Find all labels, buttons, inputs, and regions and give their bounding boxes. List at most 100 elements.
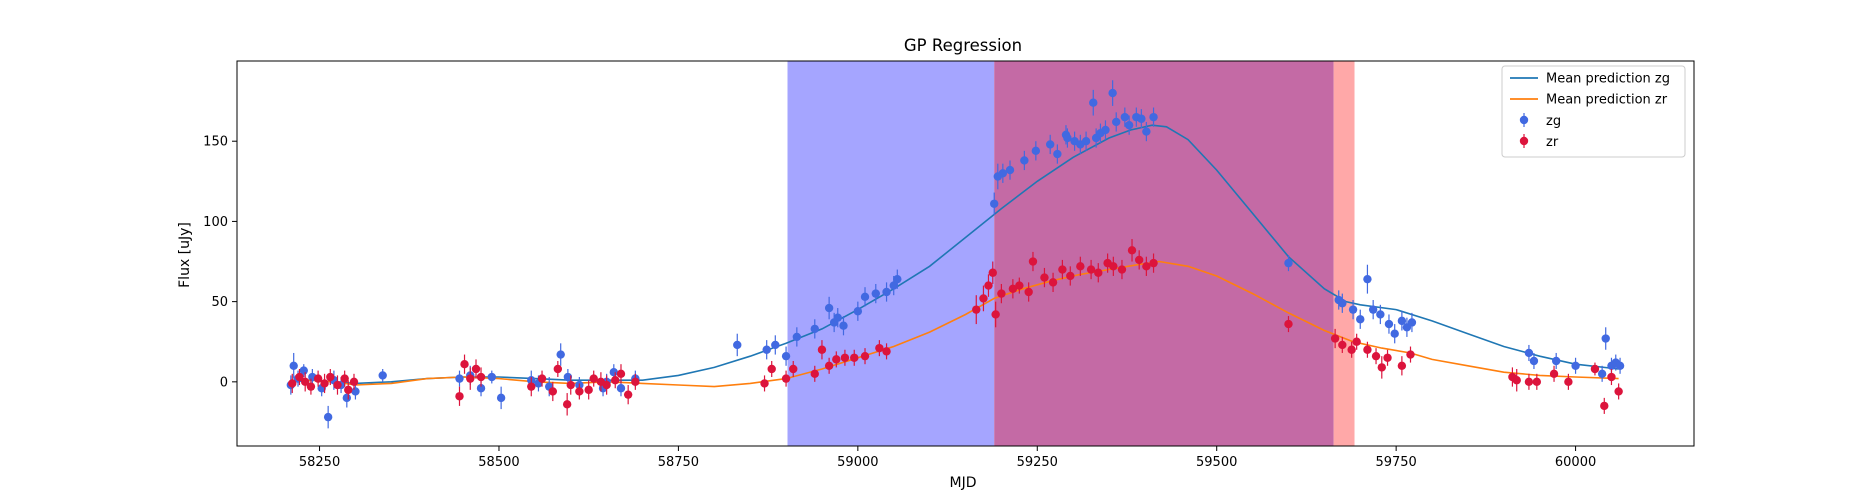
data-point-zr: [1614, 383, 1623, 400]
data-point-zr: [1127, 239, 1137, 262]
data-point-zr: [1564, 373, 1573, 390]
tick-marks: [232, 140, 1577, 451]
y-tick-label: 150: [203, 135, 228, 150]
legend: Mean prediction zg Mean prediction zr zg…: [1501, 65, 1686, 158]
data-point-zr: [476, 367, 486, 387]
data-point-zr: [767, 360, 776, 378]
point-marker: [850, 353, 859, 362]
data-point-zg: [1524, 344, 1534, 361]
point-marker: [584, 385, 593, 395]
data-point-zg: [853, 301, 863, 321]
data-point-zg: [1108, 80, 1117, 106]
point-marker: [1607, 372, 1616, 382]
x-axis-label: MJD: [950, 475, 977, 491]
point-marker: [1597, 369, 1607, 379]
data-point-zr: [810, 365, 819, 382]
data-point-zr: [562, 393, 572, 416]
data-point-zr: [760, 375, 769, 392]
point-marker: [882, 287, 891, 297]
point-marker: [562, 400, 572, 409]
point-marker: [860, 292, 870, 302]
data-point-zg: [792, 327, 802, 347]
point-marker: [832, 355, 841, 364]
data-point-zr: [1149, 253, 1158, 273]
data-point-zg: [1363, 264, 1372, 294]
point-marker: [1142, 262, 1151, 271]
point-marker: [537, 374, 547, 383]
x-tick-label: 59250: [1017, 455, 1058, 470]
y-tick-label: 100: [203, 215, 228, 230]
point-marker: [487, 372, 496, 382]
point-marker: [1031, 146, 1041, 156]
point-marker: [1524, 348, 1534, 358]
data-point-zr: [344, 380, 353, 400]
y-axis-label: Flux [uJy]: [177, 222, 193, 288]
point-marker: [563, 372, 573, 382]
legend-marker: [1519, 136, 1529, 146]
point-marker: [1081, 137, 1091, 146]
data-points: [286, 80, 1625, 429]
data-point-zg: [1338, 293, 1347, 313]
point-marker: [1368, 305, 1378, 314]
data-point-zg: [1356, 309, 1365, 329]
shaded-region-1: [994, 61, 1334, 446]
data-point-zg: [455, 370, 464, 387]
data-point-zg: [556, 343, 565, 366]
x-tick-label: 58250: [299, 455, 340, 470]
data-point-zg: [1142, 121, 1151, 142]
data-point-zr: [320, 373, 329, 394]
data-point-zg: [1376, 304, 1385, 325]
data-point-zr: [860, 348, 870, 365]
data-point-zr: [548, 381, 558, 402]
data-point-zr: [1076, 256, 1085, 276]
point-marker: [860, 351, 870, 361]
point-marker: [833, 313, 842, 322]
data-point-zg: [323, 405, 333, 429]
point-marker: [1058, 265, 1067, 274]
point-marker: [1407, 318, 1417, 327]
data-point-zr: [1532, 373, 1542, 390]
data-point-zg: [299, 364, 308, 378]
point-marker: [1076, 262, 1085, 271]
data-point-zr: [466, 367, 475, 390]
point-marker: [1112, 117, 1121, 127]
data-point-zg: [871, 283, 880, 304]
data-point-zr: [313, 370, 323, 387]
point-marker: [840, 353, 850, 362]
point-marker: [288, 379, 297, 388]
data-point-zr: [997, 283, 1006, 304]
point-marker: [1571, 361, 1580, 370]
point-marker: [289, 361, 298, 370]
data-point-zr: [471, 359, 481, 379]
data-point-zr: [1338, 336, 1347, 353]
data-point-zr: [288, 373, 297, 394]
data-point-zg: [1089, 89, 1098, 116]
data-point-zg: [1551, 352, 1561, 369]
legend-swatch-zg-points: [1519, 113, 1529, 127]
point-marker: [1024, 287, 1033, 297]
point-marker: [1376, 310, 1385, 319]
point-marker: [351, 387, 360, 396]
point-marker: [1124, 120, 1134, 130]
point-marker: [378, 371, 387, 380]
point-marker: [471, 364, 481, 374]
point-marker: [810, 324, 819, 334]
x-tick-label: 59000: [837, 455, 878, 470]
point-marker: [300, 377, 310, 387]
data-point-zr: [1024, 282, 1033, 302]
point-marker: [349, 377, 359, 387]
data-point-zg: [1615, 357, 1625, 374]
point-marker: [1397, 361, 1407, 370]
point-marker: [344, 385, 353, 395]
point-marker: [1142, 127, 1151, 136]
point-marker: [1384, 319, 1394, 329]
point-marker: [781, 351, 791, 361]
point-marker: [1338, 340, 1347, 350]
data-point-zg: [1601, 327, 1610, 350]
data-point-zr: [984, 274, 993, 297]
data-point-zr: [553, 360, 563, 378]
data-point-zr: [455, 386, 464, 406]
x-tick-label: 59500: [1196, 455, 1237, 470]
point-marker: [1005, 165, 1015, 175]
